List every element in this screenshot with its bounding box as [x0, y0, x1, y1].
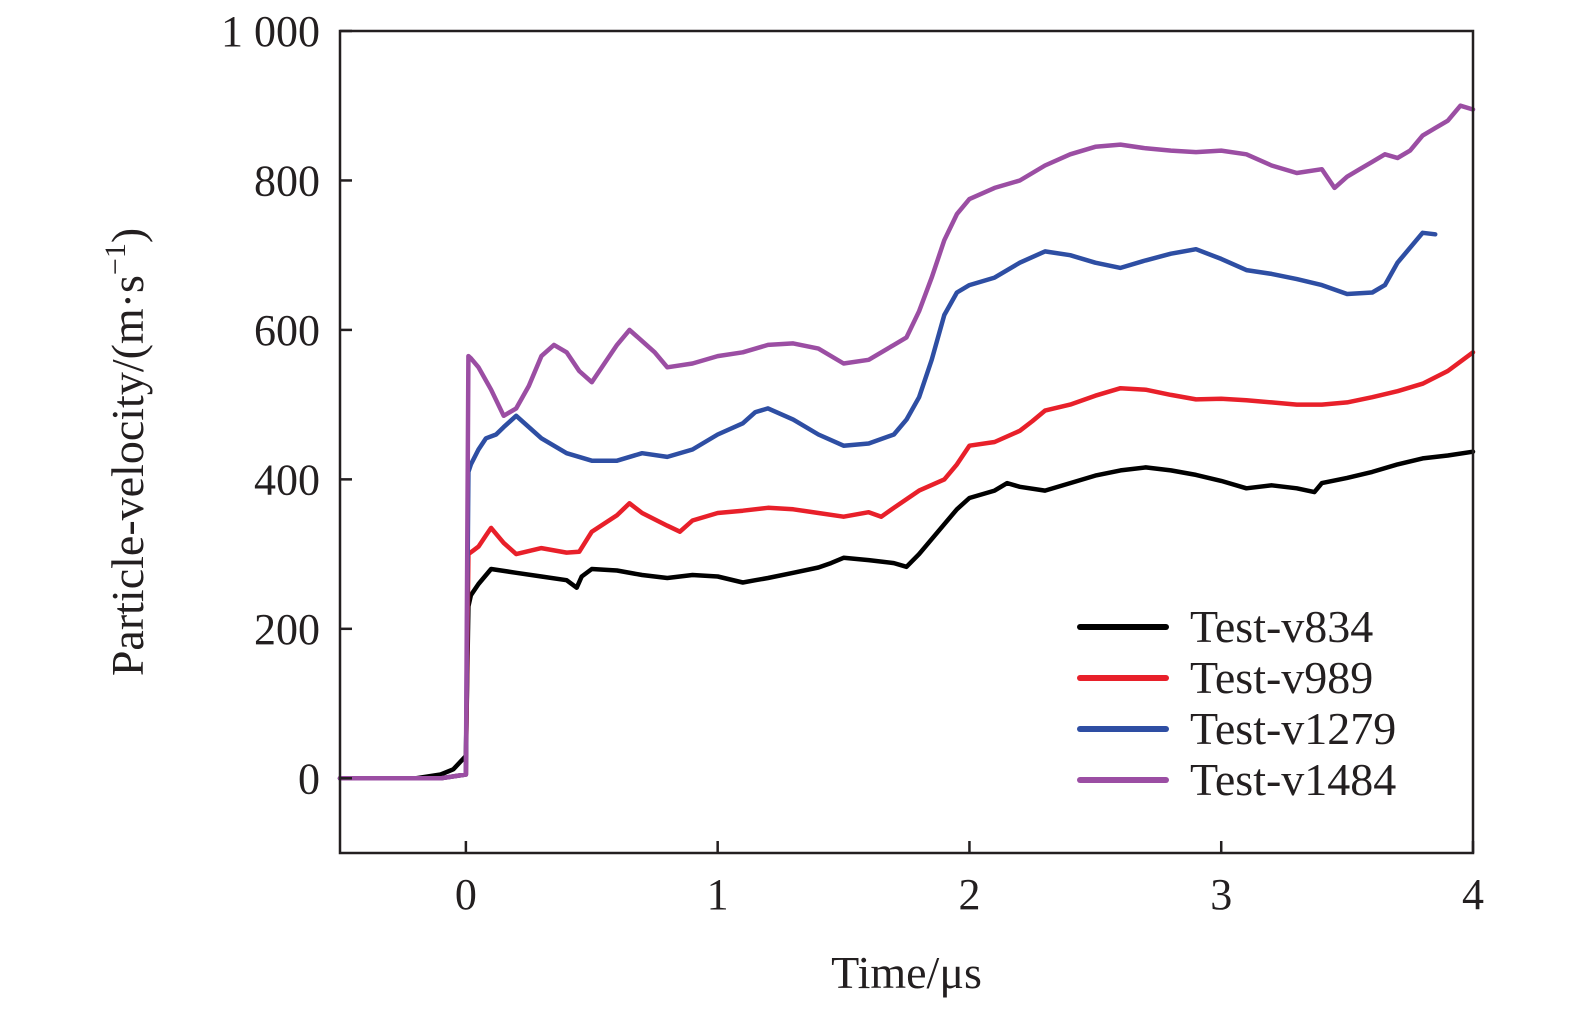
- legend-label: Test-v1279: [1190, 703, 1396, 754]
- legend-item: Test-v1484: [1077, 754, 1396, 805]
- y-tick-label: 600: [254, 306, 320, 355]
- series-line-test-v1484: [337, 103, 1476, 781]
- y-tick-label: 400: [254, 455, 320, 504]
- x-tick-label: 3: [1210, 870, 1232, 919]
- plot-lines: [337, 103, 1476, 781]
- legend-item: Test-v1279: [1077, 703, 1396, 754]
- x-tick-label: 0: [455, 870, 477, 919]
- y-axis-title-main: Particle-velocity/(m·s: [102, 275, 153, 676]
- legend-item: Test-v834: [1077, 601, 1373, 652]
- x-axis-title: Time/μs: [831, 947, 982, 998]
- y-axis-title: Particle-velocity/(m·s−1): [99, 228, 153, 676]
- series-line-test-v834: [337, 449, 1476, 781]
- series-line-test-v1279: [337, 230, 1438, 781]
- legend-label: Test-v1484: [1190, 754, 1396, 805]
- x-tick-label: 2: [958, 870, 980, 919]
- x-axis-ticks: 0 1 2 3 4: [455, 841, 1484, 919]
- x-axis-title-text: Time/μs: [831, 947, 982, 998]
- y-tick-label: 0: [298, 754, 320, 803]
- legend-label: Test-v834: [1190, 601, 1373, 652]
- y-tick-label: 1 000: [221, 7, 320, 56]
- y-tick-label: 200: [254, 605, 320, 654]
- y-axis-ticks: 0 200 400 600 800 1 000: [221, 7, 352, 803]
- legend-label: Test-v989: [1190, 652, 1373, 703]
- series-line-test-v989: [337, 350, 1476, 781]
- y-tick-label: 800: [254, 156, 320, 205]
- legend-item: Test-v989: [1077, 652, 1373, 703]
- plot-frame: [338, 29, 1475, 855]
- x-tick-label: 1: [707, 870, 729, 919]
- y-axis-title-superscript: −1: [99, 243, 132, 275]
- x-tick-label: 4: [1462, 870, 1484, 919]
- y-axis-title-close: ): [102, 228, 153, 243]
